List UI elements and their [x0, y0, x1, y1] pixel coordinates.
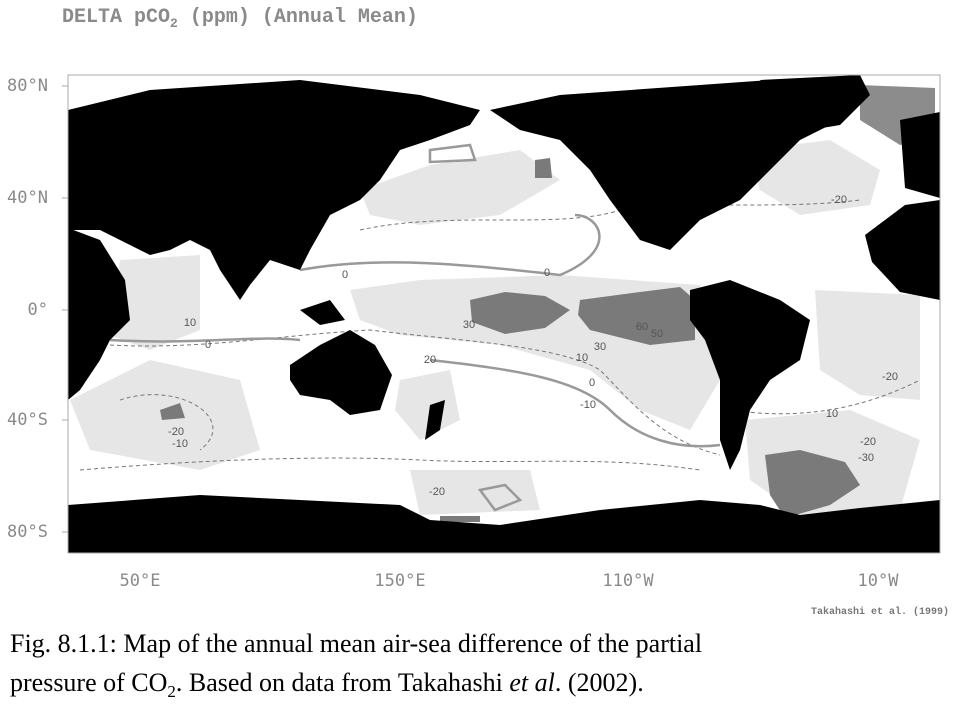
title-text: DELTA pCO — [62, 6, 170, 29]
contour-label: -30 — [858, 452, 874, 464]
contour-label: 10 — [576, 352, 588, 364]
contour-label: 20 — [424, 354, 436, 366]
map — [67, 74, 941, 554]
contour-label: 0 — [342, 269, 348, 281]
contour-label: -20 — [860, 436, 876, 448]
credit: Takahashi et al. (1999) — [811, 606, 949, 618]
land — [68, 75, 940, 553]
contour-label: 0 — [205, 339, 211, 351]
contour-label: 30 — [463, 319, 475, 331]
contour-label: 50 — [651, 328, 663, 340]
contour-label: -20 — [429, 486, 445, 498]
zero-contours — [109, 143, 721, 512]
contour-label: 30 — [594, 341, 606, 353]
lon-label: 110°W — [602, 571, 654, 591]
lon-label: 10°W — [858, 571, 900, 591]
lat-label: 40°N — [7, 188, 48, 208]
lat-label: 0° — [28, 300, 48, 320]
caption-line: Fig. 8.1.1: Map of the annual mean air-s… — [10, 629, 702, 658]
contour-label: -20 — [831, 194, 847, 206]
caption-text: et al — [509, 668, 555, 697]
lon-label: 150°E — [374, 571, 425, 591]
contour-label: 60 — [636, 321, 648, 333]
contour-label: 10 — [184, 317, 196, 329]
title: DELTA pCO2 (ppm) (Annual Mean) — [62, 6, 418, 31]
caption-text: . (2002). — [555, 668, 644, 697]
caption-text: . Based on data from Takahashi — [176, 668, 509, 697]
title-text: (ppm) (Annual Mean) — [178, 6, 418, 29]
contour-label: 10 — [826, 408, 838, 420]
contour-label: -20 — [882, 371, 898, 383]
contour-label: -20 — [168, 426, 184, 438]
lat-label: 40°S — [7, 410, 48, 430]
map-frame — [67, 74, 941, 554]
caption-subscript: 2 — [167, 682, 176, 701]
caption-line: pressure of CO2. Based on data from Taka… — [10, 668, 644, 701]
title-subscript: 2 — [170, 16, 178, 31]
contour-label: -10 — [172, 438, 188, 450]
lat-label: 80°S — [7, 522, 48, 542]
caption-text: pressure of CO — [10, 668, 167, 697]
lat-label: 80°N — [7, 76, 48, 96]
contour-label: 0 — [589, 377, 595, 389]
contour-label: -10 — [580, 399, 596, 411]
contour-label: 0 — [544, 267, 550, 279]
lon-label: 50°E — [120, 571, 161, 591]
